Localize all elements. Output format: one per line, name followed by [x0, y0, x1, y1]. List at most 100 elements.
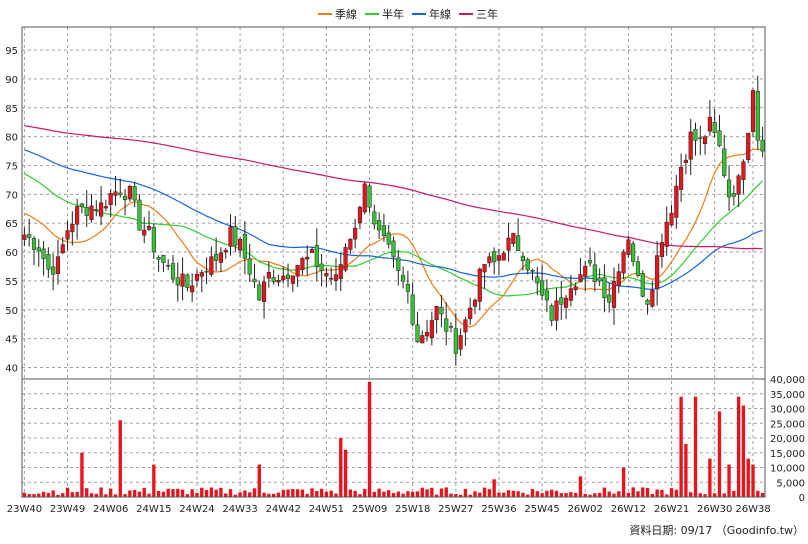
candle-body	[137, 199, 142, 231]
candle-body	[645, 299, 650, 305]
volume-bar	[358, 494, 362, 497]
candle-body	[415, 324, 420, 343]
volume-bar	[478, 492, 482, 497]
candle-body	[760, 139, 765, 152]
volume-bar	[650, 494, 655, 497]
volume-bar	[348, 489, 353, 497]
volume-bar	[22, 492, 27, 497]
volume-bar	[660, 489, 664, 497]
candle-body	[472, 299, 478, 307]
candle-body	[616, 271, 621, 286]
candle-body	[731, 193, 736, 197]
candle-body	[707, 116, 712, 132]
x-tick-label: 25W18	[395, 504, 430, 515]
volume-bar	[482, 487, 487, 497]
volume-bar	[540, 493, 544, 497]
candle-body	[377, 220, 382, 231]
volume-bar	[324, 491, 329, 497]
volume-bar	[353, 490, 357, 497]
volume-bar	[147, 493, 151, 497]
candle-body	[722, 148, 727, 176]
volume-bar	[607, 491, 611, 497]
candle-body	[573, 286, 578, 291]
x-tick-label: 25W09	[352, 504, 387, 515]
candle-body	[27, 234, 32, 238]
volume-bar	[46, 492, 51, 497]
volume-bar	[233, 494, 237, 497]
candle-body	[151, 227, 156, 253]
legend-item: 三年	[459, 6, 498, 22]
volume-bar	[621, 467, 626, 497]
x-tick-label: 26W02	[568, 504, 603, 515]
candle-body	[410, 294, 415, 325]
x-tick-label: 26W38	[735, 504, 770, 515]
candle-body	[611, 280, 617, 308]
volume-bar	[521, 492, 525, 497]
volume-bar	[41, 491, 46, 497]
volume-bar	[61, 493, 65, 497]
legend-swatch	[318, 13, 332, 15]
candle-body	[520, 255, 525, 262]
volume-bar	[209, 487, 214, 497]
volume-bar	[420, 487, 424, 497]
candle-body	[401, 274, 406, 282]
candle-body	[228, 226, 233, 247]
candle-body	[631, 243, 636, 262]
volume-bar	[128, 490, 132, 497]
candle-body	[290, 275, 295, 284]
candle-body	[434, 306, 439, 321]
candle-body	[122, 196, 128, 201]
legend-label: 年線	[429, 8, 451, 21]
volume-tick-label: 20,000	[770, 434, 805, 445]
candle-body	[674, 185, 679, 218]
volume-bar	[228, 489, 233, 497]
volume-bar	[458, 494, 463, 497]
volume-bar	[732, 490, 736, 497]
x-tick-label: 23W49	[50, 504, 85, 515]
candle-body	[439, 306, 444, 315]
volume-bar	[94, 493, 98, 497]
legend-item: 季線	[318, 6, 357, 22]
candle-body	[429, 320, 434, 339]
candle-body	[420, 335, 425, 344]
candle-body	[544, 290, 549, 301]
volume-bar	[396, 491, 400, 497]
price-tick-label: 55	[5, 277, 18, 288]
volume-bar	[439, 488, 444, 497]
candle-body	[444, 318, 449, 332]
volume-bar	[751, 464, 755, 497]
candle-body	[511, 232, 516, 244]
candle-body	[199, 272, 204, 277]
volume-bar	[267, 493, 271, 497]
volume-bar	[756, 490, 760, 497]
volume-bar	[85, 488, 89, 497]
volume-bar	[252, 488, 257, 497]
candle-body	[343, 247, 348, 271]
price-tick-label: 70	[5, 190, 18, 201]
legend: 季線 半年 年線 三年	[318, 6, 498, 22]
volume-bar	[722, 493, 726, 497]
candle-body	[204, 270, 209, 273]
candle-body	[60, 244, 65, 254]
candle-body	[75, 206, 80, 225]
volume-bar	[497, 492, 501, 497]
volume-bar	[291, 489, 295, 497]
volume-bar	[243, 490, 247, 497]
volume-bar	[449, 493, 453, 497]
volume-bar	[487, 489, 492, 497]
volume-bar	[104, 494, 108, 497]
price-tick-label: 60	[5, 248, 18, 259]
legend-swatch	[365, 13, 379, 15]
candle-body	[405, 284, 410, 292]
candle-body	[496, 255, 502, 261]
candle-body	[295, 264, 300, 277]
volume-bar	[113, 494, 118, 497]
volume-bar	[70, 492, 75, 497]
candle-body	[602, 277, 607, 299]
candle-body	[698, 137, 703, 140]
candle-body	[300, 258, 305, 271]
volume-bar	[463, 488, 468, 497]
volume-bar	[612, 493, 616, 497]
volume-bar	[430, 487, 434, 497]
